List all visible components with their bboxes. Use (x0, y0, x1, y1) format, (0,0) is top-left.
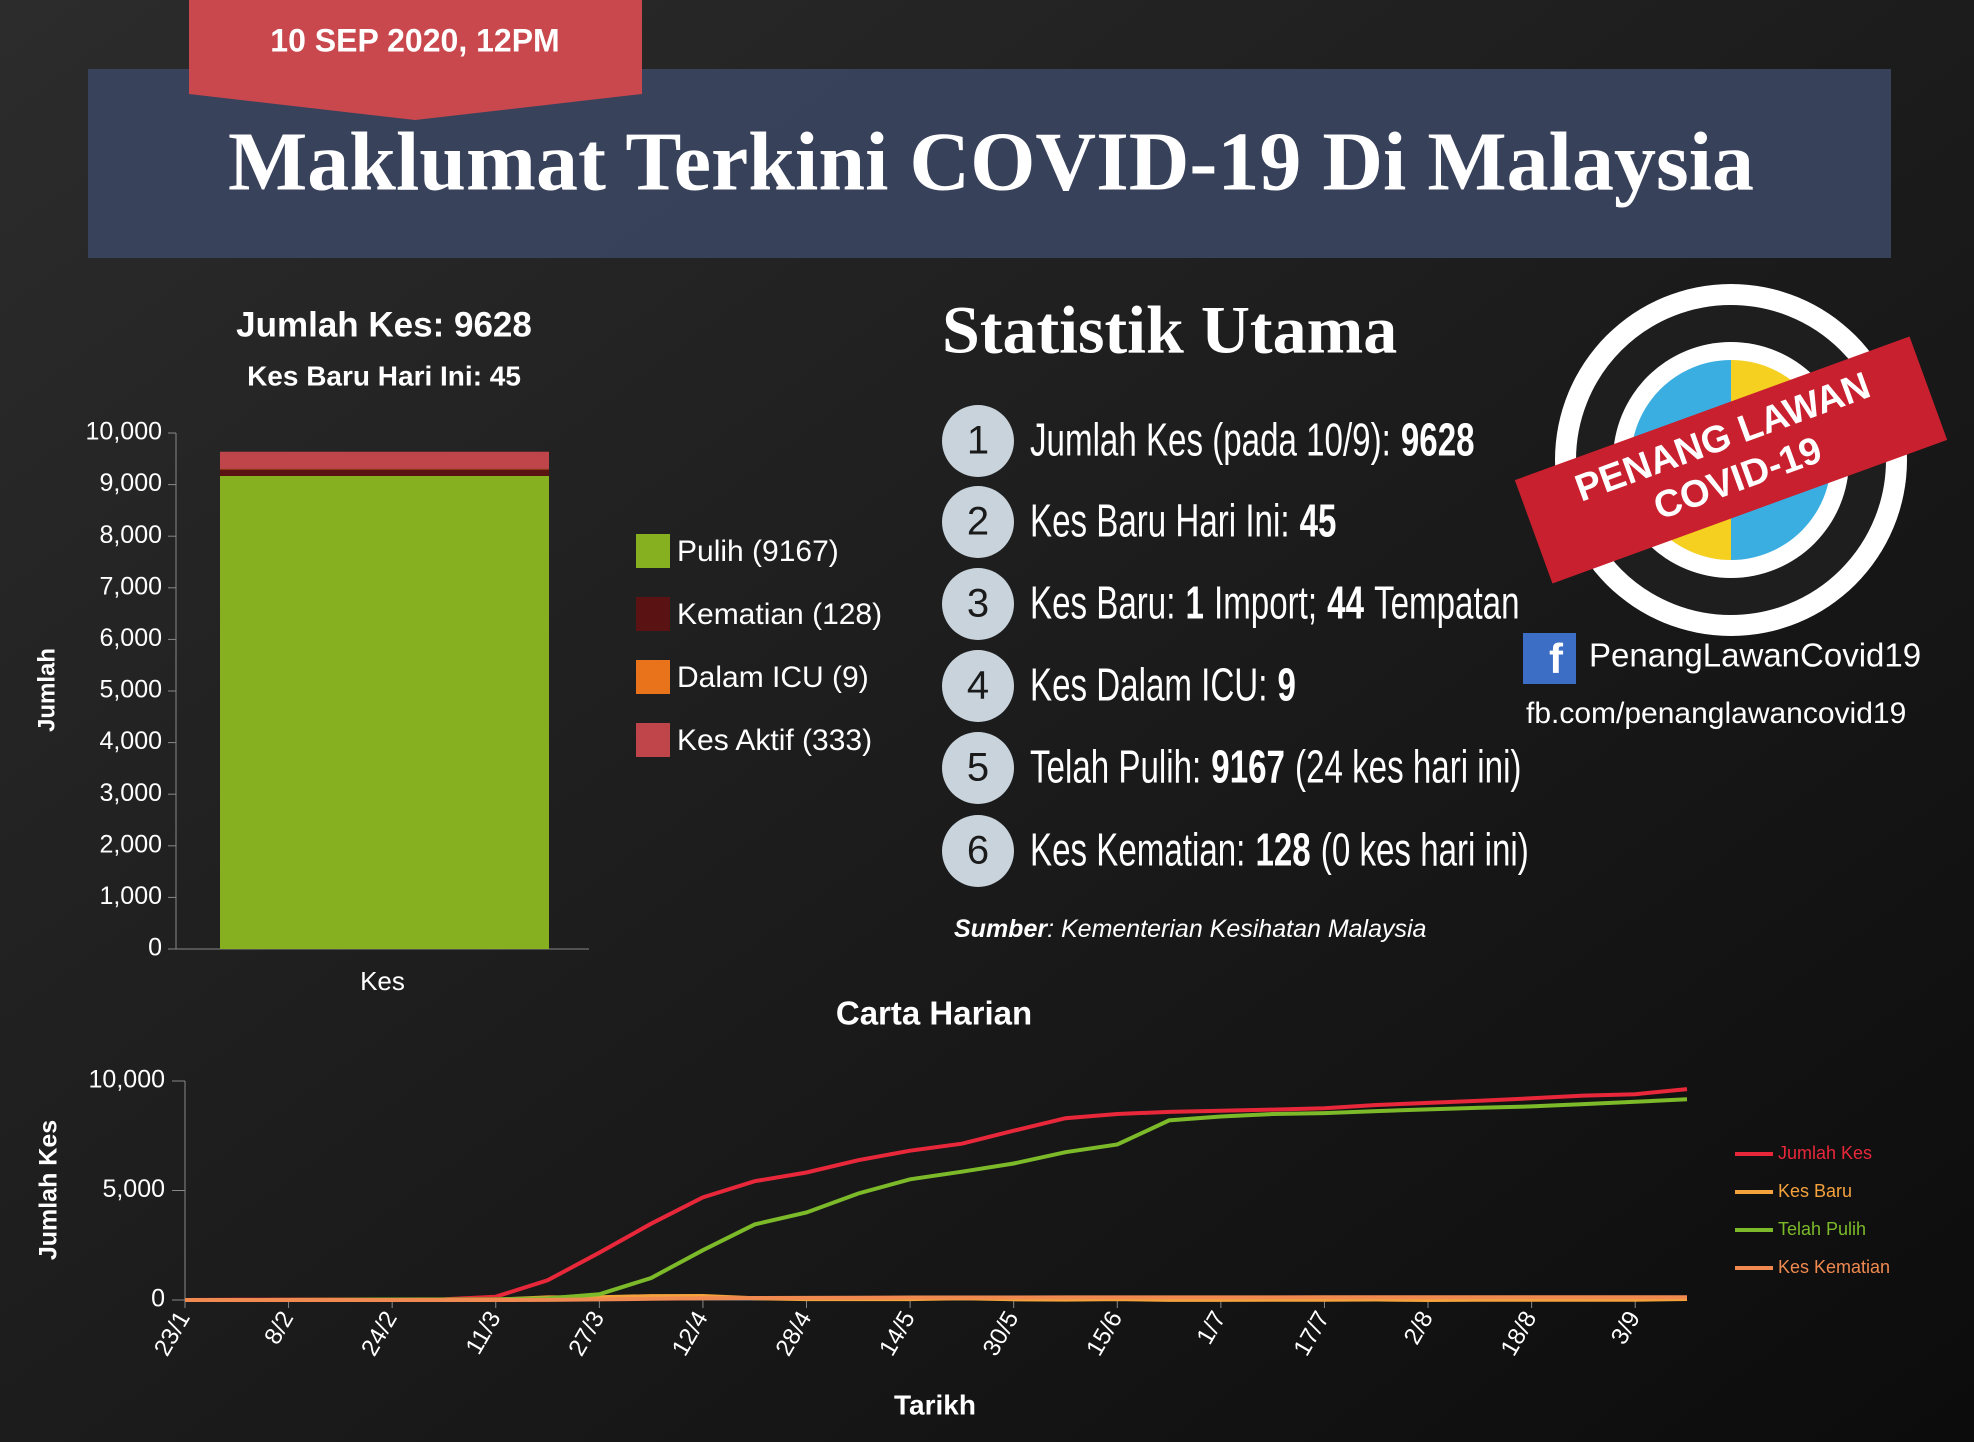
stat-value: 9628 (1401, 415, 1475, 465)
item-number: 2 (967, 500, 989, 544)
item-number: 1 (967, 419, 989, 463)
chart-title: Jumlah Kes: 9628 (236, 305, 532, 344)
legend-label: Pulih (9167) (677, 535, 839, 568)
legend-label: Kematian (128) (677, 598, 882, 631)
y-tick-label: 5,000 (99, 676, 162, 704)
stat-text: Jumlah Kes (pada 10/9): 9628 (1030, 415, 1475, 465)
stat-value: 1 (1186, 578, 1204, 628)
x-axis-label: Tarikh (894, 1389, 976, 1420)
y-tick-label: 1,000 (99, 882, 162, 910)
facebook-url: fb.com/penanglawancovid19 (1526, 697, 1906, 730)
number-circle (942, 568, 1014, 640)
stat-item: Kes Baru Hari Ini: 45 (1030, 496, 1336, 546)
chart-title: Carta Harian (836, 995, 1032, 1032)
stat-text: Kes Kematian: 128 (0 kes hari ini) (1030, 825, 1529, 875)
y-axis-label: Jumlah Kes (35, 1120, 63, 1260)
legend-label: Kes Baru (1778, 1181, 1852, 1201)
y-axis-label: Jumlah (33, 648, 60, 732)
date: 10 SEP 2020, 12PM (270, 22, 559, 58)
y-tick-label: 10,000 (86, 418, 162, 446)
stat-value: 9167 (1211, 742, 1285, 792)
stat-item: Kes Kematian: 128 (0 kes hari ini) (1030, 825, 1529, 875)
legend-label: Jumlah Kes (1778, 1143, 1872, 1163)
stat-label: Kes Dalam ICU: (1030, 660, 1267, 710)
chart-subtitle: Kes Baru Hari Ini: 45 (247, 360, 521, 391)
date-tab (189, 0, 642, 120)
stat-text: Kes Baru Hari Ini: 45 (1030, 496, 1336, 546)
x-tick-label: Kes (360, 966, 405, 996)
stat-item: Telah Pulih: 9167 (24 kes hari ini) (1030, 742, 1521, 792)
y-tick-label: 7,000 (99, 572, 162, 600)
stat-text: Kes Dalam ICU: 9 (1030, 660, 1296, 710)
legend-swatch (636, 723, 670, 757)
legend-swatch (636, 534, 670, 568)
stat-item: Kes Baru: 1 Import; 44 Tempatan (1030, 578, 1520, 628)
number-circle (942, 732, 1014, 804)
number-circle (942, 650, 1014, 722)
legend-label: Telah Pulih (1778, 1219, 1866, 1239)
y-tick-label: 3,000 (99, 779, 162, 807)
stat-text: Kes Baru: 1 Import; 44 Tempatan (1030, 578, 1520, 628)
y-tick-label: 6,000 (99, 624, 162, 652)
bar-segment (220, 451, 549, 469)
legend-swatch (636, 660, 670, 694)
bar-segment (220, 469, 549, 476)
number-circle (942, 486, 1014, 558)
stat-label: Kes Kematian: (1030, 825, 1245, 875)
stat-label: (24 kes hari ini) (1295, 742, 1521, 792)
stat-value: 45 (1300, 496, 1337, 546)
stat-label: Telah Pulih: (1030, 742, 1201, 792)
stat-label: Tempatan (1374, 578, 1519, 628)
y-tick-label: 0 (151, 1285, 165, 1313)
stat-label: Kes Baru: (1030, 578, 1175, 628)
facebook-icon-letter: f (1549, 635, 1564, 682)
logo-ribbon (1514, 336, 1948, 584)
y-tick-label: 8,000 (99, 521, 162, 549)
stat-value: 128 (1255, 825, 1310, 875)
y-tick-label: 2,000 (99, 830, 162, 858)
stat-label: (0 kes hari ini) (1321, 825, 1529, 875)
number-circle (942, 405, 1014, 477)
bar-segment (220, 475, 549, 949)
legend-swatch (636, 597, 670, 631)
legend-label: Kes Aktif (333) (677, 724, 872, 757)
stat-value: 9 (1277, 660, 1295, 710)
stat-label: Import; (1214, 578, 1317, 628)
stat-item: Jumlah Kes (pada 10/9): 9628 (1030, 415, 1475, 465)
stats-title: Statistik Utama (942, 292, 1397, 368)
source: Sumber: Kementerian Kesihatan Malaysia (954, 915, 1427, 943)
y-tick-label: 0 (148, 934, 162, 962)
main-title: Maklumat Terkini COVID-19 Di Malaysia (228, 115, 1754, 208)
item-number: 3 (967, 582, 989, 626)
source-text: : Kementerian Kesihatan Malaysia (1047, 915, 1426, 943)
stat-label: Kes Baru Hari Ini: (1030, 496, 1290, 546)
y-tick-label: 5,000 (102, 1175, 165, 1203)
stat-item: Kes Dalam ICU: 9 (1030, 660, 1296, 710)
stat-value: 44 (1327, 578, 1364, 628)
number-circle (942, 815, 1014, 887)
source-label: Sumber (954, 915, 1048, 943)
legend-label: Kes Kematian (1778, 1257, 1890, 1277)
item-number: 4 (967, 664, 989, 708)
facebook-name: PenangLawanCovid19 (1589, 637, 1921, 674)
item-number: 5 (967, 746, 989, 790)
y-tick-label: 4,000 (99, 727, 162, 755)
stat-text: Telah Pulih: 9167 (24 kes hari ini) (1030, 742, 1521, 792)
series-line (185, 1295, 1687, 1302)
y-tick-label: 10,000 (89, 1066, 165, 1094)
item-number: 6 (967, 829, 989, 873)
stat-label: Jumlah Kes (pada 10/9): (1030, 415, 1391, 465)
y-tick-label: 9,000 (99, 469, 162, 497)
facebook-icon (1523, 633, 1576, 684)
legend-label: Dalam ICU (9) (677, 661, 869, 694)
logo: PENANG LAWAN COVID-19 (1514, 284, 1948, 636)
